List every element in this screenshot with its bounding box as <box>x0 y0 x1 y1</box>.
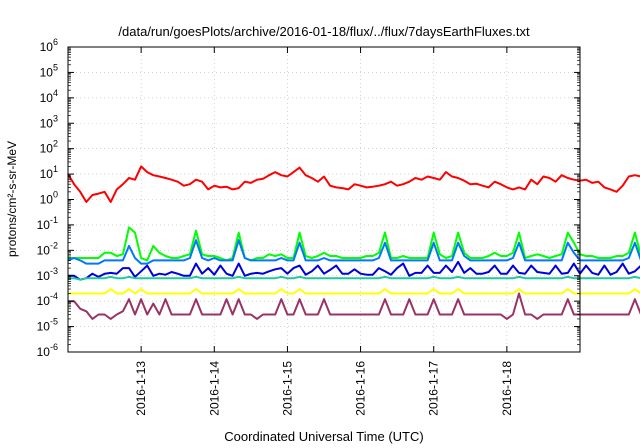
x-tick-label: 2016-1-14 <box>207 361 221 416</box>
y-tick-label: 106 <box>40 37 58 54</box>
series-line <box>68 275 640 281</box>
y-axis-label: protons/cm²-s-sr-MeV <box>5 141 19 257</box>
x-tick-label: 2016-1-17 <box>427 361 441 416</box>
y-tick-label: 103 <box>40 113 58 130</box>
x-axis: 2016-1-13 2016-1-14 2016-1-15 2016-1-16 2016… <box>134 47 514 416</box>
y-tick-label: 10-2 <box>37 240 58 257</box>
grid <box>68 47 580 352</box>
y-tick-label: 101 <box>40 164 58 181</box>
series-lines <box>67 165 640 320</box>
y-tick-label: 10-1 <box>37 215 58 232</box>
series-line <box>68 288 640 295</box>
y-tick-label: 10-5 <box>37 317 58 334</box>
y-tick-label: 102 <box>40 139 58 156</box>
x-tick-label: 2016-1-16 <box>354 361 368 416</box>
y-tick-label: 10-4 <box>37 291 58 308</box>
y-axis: 10-6 10-5 10-4 10-3 10-2 10-1 100 101 102 103 104 1… <box>37 37 580 359</box>
y-tick-label: 104 <box>40 88 58 105</box>
y-tick-label: 105 <box>40 62 58 79</box>
series-line <box>68 260 640 281</box>
x-axis-label: Coordinated Universal Time (UTC) <box>224 429 423 444</box>
series-line <box>68 226 640 262</box>
series-line <box>67 239 640 265</box>
series-line <box>68 292 640 320</box>
x-tick-label: 2016-1-15 <box>280 361 294 416</box>
series-line <box>67 165 640 203</box>
y-tick-label: 10-6 <box>37 342 58 359</box>
y-tick-label: 100 <box>40 190 58 207</box>
x-tick-label: 2016-1-13 <box>134 361 148 416</box>
chart-title: /data/run/goesPlots/archive/2016-01-18/f… <box>118 24 530 39</box>
y-tick-label: 10-3 <box>37 266 58 283</box>
x-tick-label: 2016-1-18 <box>500 361 514 416</box>
